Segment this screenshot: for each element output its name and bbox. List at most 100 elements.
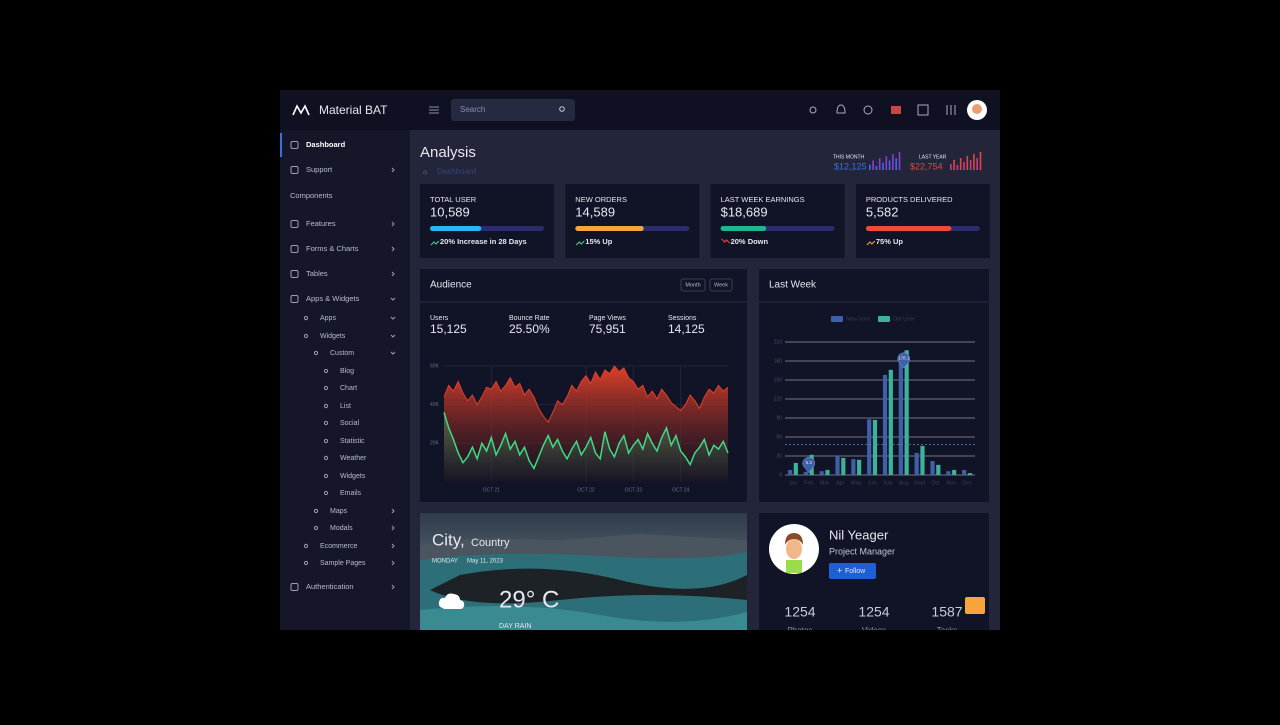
metric-value: 15,125: [430, 322, 467, 336]
sidebar-arrow: [391, 246, 395, 252]
sidebar-item: Sample Pages: [320, 560, 366, 567]
sidebar-item: List: [340, 403, 351, 410]
bar: [962, 469, 967, 475]
sparkline-bar: [959, 158, 962, 170]
x-tick-label: Nov: [946, 480, 956, 486]
toggle-button[interactable]: [709, 278, 733, 292]
sidebar-arrow: [391, 543, 395, 549]
search-box[interactable]: [451, 99, 575, 121]
trend-icon: [721, 238, 730, 244]
x-tick-label: Jan: [788, 480, 797, 486]
sidebar-item: Authentication: [306, 582, 354, 591]
progress-bar: [430, 226, 482, 231]
sparkline-bar: [979, 152, 982, 170]
y-tick-label: 180: [774, 358, 783, 364]
profile-stat-label: Photos: [788, 626, 813, 635]
menu-icon[interactable]: [429, 106, 439, 114]
x-tick-label: Jun: [868, 480, 877, 486]
bar: [904, 350, 909, 475]
sidebar-item: Ecommerce: [320, 543, 357, 550]
sidebar-item: Weather: [340, 455, 367, 462]
bar: [882, 374, 888, 475]
profile-stat-value: 1254: [858, 604, 889, 620]
sparkline-bar: [885, 156, 888, 170]
bar: [936, 464, 941, 475]
sidebar-bullet: [313, 525, 319, 531]
sidebar-icon: [290, 245, 299, 253]
bar: [819, 471, 824, 475]
sidebar-arrow: [391, 525, 395, 531]
sidebar-item: Modals: [330, 525, 353, 532]
sidebar-item: Components: [290, 191, 333, 200]
bar: [872, 419, 878, 475]
sidebar-icon: [290, 295, 299, 303]
sidebar-icon: [290, 166, 299, 174]
bar: [867, 419, 872, 475]
stat-card: [710, 184, 845, 258]
weather-condition: DAY RAIN: [499, 623, 531, 630]
sparkline-bar: [956, 165, 959, 170]
sidebar-bullet: [303, 333, 309, 339]
orange-icon[interactable]: [965, 597, 985, 614]
progress-bar: [865, 226, 952, 231]
sidebar-arrow: [390, 334, 396, 338]
x-tick-label: OCT 22: [577, 487, 595, 493]
weather-date: May 11, 2023: [467, 559, 504, 565]
bar: [967, 473, 973, 475]
annotation-pin: [802, 457, 815, 474]
sparkline-bar: [872, 160, 874, 170]
app: Material BAT Search Analysis ⌂ Dashboard…: [280, 90, 1000, 635]
topbar: [280, 90, 1000, 130]
sidebar-item: Forms & Charts: [306, 244, 359, 253]
sidebar-bullet: [303, 560, 309, 566]
stat-value: 10,589: [430, 204, 470, 219]
weather-day: MONDAY: [432, 559, 458, 565]
y-tick-label: 60: [776, 434, 782, 440]
user-avatar-face: [972, 104, 982, 114]
sidebar-bullet: [323, 455, 329, 461]
x-tick-label: Dec: [962, 480, 972, 486]
sparkline-bar: [875, 165, 878, 170]
this-month-label: THIS MONTH: [833, 154, 864, 160]
y-tick-label: 20K: [430, 441, 440, 447]
last-year-label: LAST YEAR: [919, 154, 947, 160]
sparkline-bar: [878, 158, 881, 170]
weather-city: City,: [432, 530, 465, 549]
profile-stat-label: Tasks: [937, 626, 957, 635]
metric-label: Bounce Rate: [509, 315, 550, 322]
sidebar-bullet: [323, 490, 329, 496]
toggle-button[interactable]: [680, 278, 706, 292]
top-icons[interactable]: [809, 104, 956, 116]
follow-plus: +: [837, 565, 842, 575]
audience-title: Audience: [430, 280, 472, 291]
metric-value: 75,951: [589, 322, 626, 336]
sparkline-bar: [950, 164, 952, 170]
avatar-face: [786, 539, 802, 559]
progress-bar: [575, 226, 644, 231]
sparkline-bar: [969, 160, 972, 170]
sidebar-arrow: [390, 316, 396, 320]
sidebar-item: Blog: [340, 368, 354, 375]
stat-note: 20% Down: [731, 237, 769, 246]
sidebar-bullet: [323, 420, 329, 426]
sparkline-bar: [966, 156, 969, 170]
x-tick-label: Apr: [836, 480, 845, 486]
sparkline-bar: [963, 162, 965, 170]
bar: [930, 461, 935, 475]
y-tick-label: 60K: [430, 363, 440, 369]
sidebar-icon: [290, 583, 299, 591]
bar: [914, 452, 919, 475]
stat-note: 15% Up: [585, 237, 613, 246]
profile-role: Project Manager: [829, 546, 895, 556]
logo: [292, 104, 310, 116]
last-year-value: $22,754: [910, 161, 943, 171]
metric-label: Page Views: [589, 315, 626, 322]
sparkline-bar: [869, 164, 871, 170]
sidebar-item: Apps: [320, 315, 336, 322]
profile-stat-value: 1587: [931, 604, 962, 620]
cloud-icon: [438, 593, 465, 609]
this-month-value: $12,125: [834, 161, 867, 171]
bar: [803, 471, 808, 475]
x-tick-label: OCT 24: [672, 487, 690, 493]
follow-button[interactable]: [829, 563, 876, 579]
